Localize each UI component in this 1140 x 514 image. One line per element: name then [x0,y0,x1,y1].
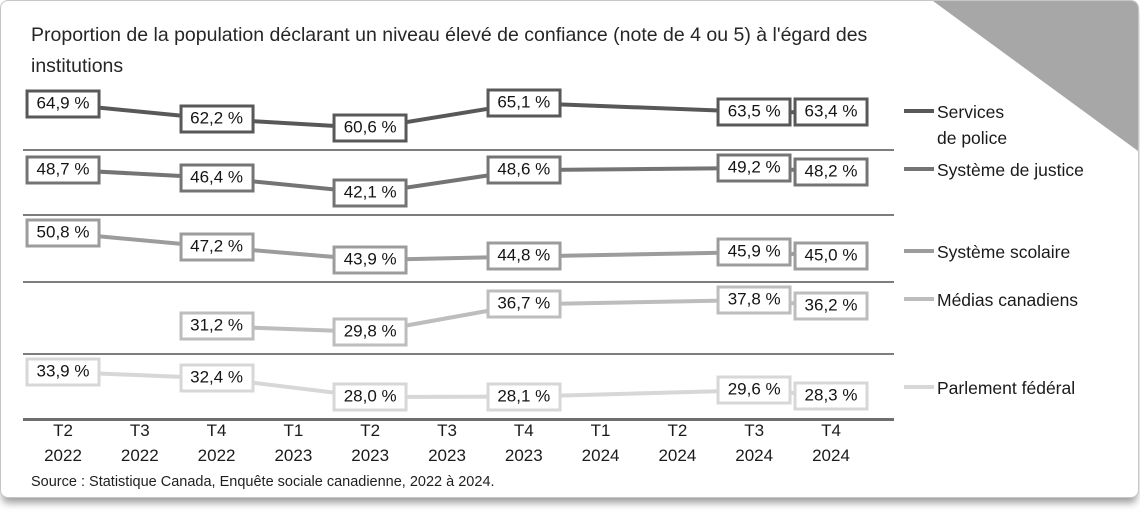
legend-line-swatch [904,167,934,171]
plot-area: 64,9 % 62,2 % 60,6 % 65,1 % 63,5 % 63,4 % 48,7… [23,86,894,421]
tick-year: 2022 [44,446,82,465]
source-note: Source : Statistique Canada, Enquête soc… [31,474,495,490]
legend-item-4: Médias canadiens [904,287,1078,313]
tick-quarter: T4 [206,421,227,440]
data-point-label: 48,7 % [25,155,101,185]
data-point-label: 44,8 % [486,241,562,271]
tick-quarter: T3 [744,421,765,440]
tick-quarter: T2 [667,421,688,440]
x-axis-tick-t2-2022: T2 2022 [21,418,105,468]
data-point-label: 36,7 % [486,289,562,319]
x-axis-tick-t4-2024: T4 2024 [789,418,873,468]
legend-label: Parlement fédéral [937,378,1076,398]
data-point-label: 47,2 % [179,232,255,262]
tick-quarter: T2 [53,421,73,440]
data-point-label: 60,6 % [332,113,408,143]
x-axis-tick-t2-2024: T2 2024 [635,418,719,468]
x-axis-tick-t4-2022: T4 2022 [175,418,259,468]
tick-year: 2023 [428,446,466,465]
data-point-label: 28,3 % [793,381,869,411]
legend-line-swatch [904,249,934,253]
tick-quarter: T3 [129,421,150,440]
x-axis-tick-t3-2023: T3 2023 [405,418,489,468]
chart-card: Proportion de la population déclarant un… [0,0,1139,498]
x-axis-tick-t1-2023: T1 2023 [251,418,335,468]
tick-year: 2023 [351,446,390,465]
series-band-5: 33,9 % 32,4 % 28,0 % 28,1 % 29,6 % 28,3 % [23,355,894,421]
x-axis-tick-t3-2024: T3 2024 [712,418,796,468]
chart-title: Proportion de la population déclarant un… [31,24,868,77]
data-point-label: 28,0 % [332,382,408,412]
legend-label: Système scolaire [937,242,1071,262]
series-band-3: 50,8 % 47,2 % 43,9 % 44,8 % 45,9 % 45,0 % [23,216,894,283]
legend-line-swatch [904,109,934,113]
x-axis: T2 2022 T3 2022 T4 2022 T1 2023 T2 2023 T3 2023 T4 20… [1,418,1138,472]
legend-line-swatch [904,297,934,301]
data-point-label: 63,5 % [716,97,792,127]
tick-quarter: T4 [513,421,534,440]
legend-label: Système de justice [937,160,1084,180]
data-point-label: 62,2 % [179,104,255,134]
data-point-label: 64,9 % [25,89,101,119]
x-axis-tick-t3-2022: T3 2022 [98,418,182,468]
tick-quarter: T1 [590,421,611,440]
series-band-2: 48,7 % 46,4 % 42,1 % 48,6 % 49,2 % 48,2 % [23,151,894,216]
data-point-label: 46,4 % [179,163,255,193]
legend-item-5: Parlement fédéral [904,375,1075,401]
data-point-label: 48,2 % [793,157,869,187]
data-point-label: 63,4 % [793,97,869,127]
data-point-label: 32,4 % [179,363,255,393]
x-axis-tick-t4-2023: T4 2023 [482,418,566,468]
data-point-label: 36,2 % [793,291,869,321]
tick-quarter: T4 [821,421,841,440]
data-point-label: 50,8 % [25,218,101,248]
data-point-label: 29,6 % [716,375,792,405]
data-point-label: 28,1 % [486,382,562,412]
data-point-label: 31,2 % [179,311,255,341]
tick-quarter: T1 [283,421,304,440]
legend-label: Services de police [937,102,1008,148]
series-band-1: 64,9 % 62,2 % 60,6 % 65,1 % 63,5 % 63,4 % [23,86,894,151]
data-point-label: 45,9 % [716,237,792,267]
data-point-label: 45,0 % [793,241,869,271]
tick-quarter: T3 [437,421,457,440]
tick-year: 2023 [274,446,313,465]
legend-label: Médias canadiens [937,290,1079,310]
data-point-label: 42,1 % [332,178,408,208]
legend-line-swatch [904,385,934,389]
series-band-4: 31,2 % 29,8 % 36,7 % 37,8 % 36,2 % [23,283,894,355]
x-axis-tick-t1-2024: T1 2024 [559,418,643,468]
data-point-label: 48,6 % [486,155,562,185]
legend-item-1: Services de police [904,99,1007,151]
legend: Services de police Système de justice Systè… [904,86,1136,416]
legend-item-3: Système scolaire [904,239,1070,265]
tick-year: 2024 [812,446,850,465]
data-point-label: 65,1 % [486,88,562,118]
data-point-label: 49,2 % [716,153,792,183]
tick-year: 2024 [581,446,620,465]
data-point-label: 43,9 % [332,245,408,275]
tick-year: 2023 [504,446,543,465]
tick-year: 2022 [197,446,236,465]
tick-year: 2024 [735,446,774,465]
x-axis-tick-t2-2023: T2 2023 [328,418,412,468]
legend-item-2: Système de justice [904,157,1084,183]
tick-year: 2022 [120,446,159,465]
tick-year: 2024 [658,446,697,465]
tick-quarter: T2 [360,421,381,440]
data-point-label: 29,8 % [332,317,408,347]
data-point-label: 33,9 % [25,357,101,387]
data-point-label: 37,8 % [716,285,792,315]
